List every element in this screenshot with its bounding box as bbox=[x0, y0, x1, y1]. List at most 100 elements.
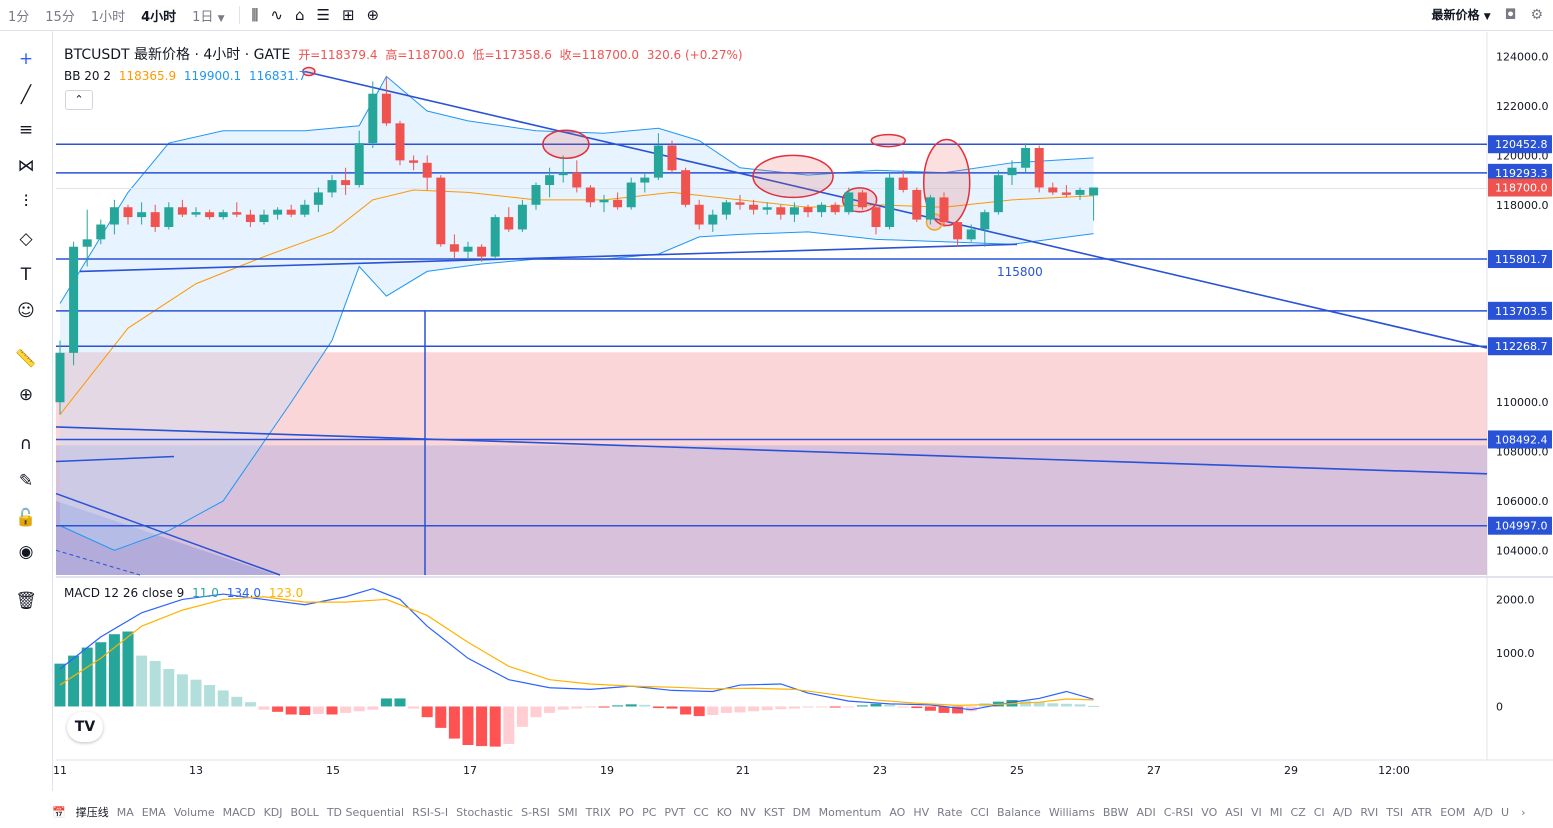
macd-histogram-bar bbox=[68, 655, 80, 707]
zoom-icon[interactable]: ⊕ bbox=[18, 385, 34, 405]
candles-icon[interactable]: ⫼ bbox=[251, 6, 259, 24]
indicator-item[interactable]: TSI bbox=[1386, 806, 1404, 819]
macd-histogram-bar bbox=[380, 698, 392, 707]
macd-histogram-bar bbox=[176, 674, 188, 707]
time-tick-label: 23 bbox=[873, 764, 887, 777]
indicator-item[interactable]: Momentum bbox=[818, 806, 882, 819]
list-icon[interactable]: ☰ bbox=[316, 6, 330, 24]
indicator-item[interactable]: HV bbox=[913, 806, 930, 819]
macd-histogram-bar bbox=[163, 669, 175, 707]
indicator-item[interactable]: VI bbox=[1251, 806, 1262, 819]
bb-lower-line bbox=[59, 231, 1094, 551]
indicator-item[interactable]: Balance bbox=[996, 806, 1041, 819]
indicator-item[interactable]: PVT bbox=[664, 806, 686, 819]
price-label-box bbox=[1488, 163, 1552, 182]
add-icon[interactable]: ⊕ bbox=[366, 6, 380, 24]
indicator-item[interactable]: A/D bbox=[1332, 806, 1353, 819]
text-icon[interactable]: T bbox=[20, 265, 32, 285]
indicator-item[interactable]: TD Sequential bbox=[326, 806, 405, 819]
camera-icon[interactable]: ◘ bbox=[1504, 6, 1517, 23]
candle bbox=[205, 209, 215, 220]
settings-icon[interactable]: ⚙ bbox=[1530, 6, 1543, 23]
trash-icon[interactable]: 🗑 bbox=[15, 591, 37, 611]
indicator-item[interactable]: BBW bbox=[1102, 806, 1129, 819]
indicator-item[interactable]: SMI bbox=[557, 806, 578, 819]
eye-icon[interactable]: ◉ bbox=[18, 542, 34, 562]
indicator-item[interactable]: Williams bbox=[1048, 806, 1095, 819]
highlight-range bbox=[752, 154, 834, 199]
projection-icon[interactable]: ⫶ bbox=[23, 192, 29, 212]
macd-tick-label: 1000.0 bbox=[1496, 647, 1535, 660]
candle-body bbox=[109, 207, 119, 225]
interval-1h[interactable]: 1小时 bbox=[90, 9, 126, 25]
candle-body bbox=[898, 177, 908, 190]
indicator-item[interactable]: ASI bbox=[1225, 806, 1243, 819]
crosshair-icon[interactable]: + bbox=[18, 49, 34, 69]
candle bbox=[273, 207, 283, 220]
indicator-item[interactable]: Rate bbox=[937, 806, 963, 819]
chevron-right-icon[interactable]: › bbox=[1521, 805, 1526, 819]
candle bbox=[422, 155, 432, 190]
indicator-item[interactable]: ADI bbox=[1136, 806, 1156, 819]
indicator-item[interactable]: KDJ bbox=[263, 806, 283, 819]
indicator-item[interactable]: VO bbox=[1201, 806, 1218, 819]
indicator-item[interactable]: CI bbox=[1313, 806, 1325, 819]
indicator-item[interactable]: PO bbox=[618, 806, 635, 819]
indicator-item[interactable]: CZ bbox=[1290, 806, 1306, 819]
lower-shade bbox=[56, 500, 276, 575]
emoji-icon[interactable]: ☺ bbox=[17, 301, 35, 321]
indicator-item[interactable]: MI bbox=[1269, 806, 1283, 819]
indicator-item[interactable]: RVI bbox=[1360, 806, 1379, 819]
indicator-item[interactable]: C-RSI bbox=[1163, 806, 1194, 819]
indicator-item[interactable]: TRIX bbox=[585, 806, 611, 819]
candle bbox=[1021, 143, 1031, 173]
indicator-item[interactable]: KO bbox=[716, 806, 732, 819]
indicator-item[interactable]: U bbox=[1501, 806, 1510, 819]
interval-15m[interactable]: 15分 bbox=[45, 9, 75, 25]
indicator-item[interactable]: 撑压线 bbox=[75, 806, 109, 819]
ohlc-open: 开=118379.4 bbox=[298, 48, 378, 62]
ruler-icon[interactable]: 📏 bbox=[15, 349, 37, 369]
indicator-item[interactable]: EOM bbox=[1440, 806, 1466, 819]
collapse-legend-button[interactable]: ⌃ bbox=[65, 90, 93, 110]
indicator-item[interactable]: BOLL bbox=[290, 806, 319, 819]
magnet-icon[interactable]: ∩ bbox=[19, 434, 33, 454]
indicator-item[interactable]: NV bbox=[739, 806, 756, 819]
time-tick-label: 13 bbox=[189, 764, 203, 777]
trendline-icon[interactable]: ╱ bbox=[20, 85, 32, 105]
indicator-item[interactable]: CC bbox=[693, 806, 709, 819]
chevron-down-icon: ▼ bbox=[1483, 12, 1491, 22]
indicator-item[interactable]: Stochastic bbox=[456, 806, 514, 819]
indicator-item[interactable]: ATR bbox=[1411, 806, 1433, 819]
price-mode-select[interactable]: 最新价格 ▼ bbox=[1432, 6, 1491, 23]
lock-icon[interactable]: 🔓 bbox=[15, 508, 37, 528]
indicator-item[interactable]: S-RSI bbox=[521, 806, 550, 819]
indicator-item[interactable]: A/D bbox=[1473, 806, 1494, 819]
macd-histogram-bar bbox=[734, 706, 746, 713]
layout-icon[interactable]: ⊞ bbox=[341, 6, 355, 24]
interval-1m[interactable]: 1分 bbox=[8, 9, 30, 25]
indicator-item[interactable]: Volume bbox=[173, 806, 215, 819]
indicator-item[interactable]: RSI-S-I bbox=[412, 806, 449, 819]
indicator-item[interactable]: DM bbox=[792, 806, 811, 819]
fib-icon[interactable]: ≡ bbox=[18, 120, 34, 140]
brush-icon[interactable]: ◇ bbox=[19, 229, 33, 249]
indicator-item[interactable]: AO bbox=[889, 806, 906, 819]
interval-1d[interactable]: 1日 ▼ bbox=[184, 6, 232, 25]
interval-4h[interactable]: 4小时 bbox=[141, 9, 177, 25]
indicators-icon[interactable]: ∿ bbox=[270, 6, 283, 24]
indicator-item[interactable]: MA bbox=[116, 806, 134, 819]
pattern-icon[interactable]: ⋈ bbox=[17, 156, 35, 176]
indicator-item[interactable]: CCI bbox=[970, 806, 989, 819]
indicator-item[interactable]: EMA bbox=[141, 806, 166, 819]
candle-body bbox=[1048, 187, 1058, 193]
lock-draw-icon[interactable]: ✎ bbox=[18, 471, 34, 491]
macd-histogram-bar bbox=[952, 706, 964, 714]
indicator-item[interactable]: MACD bbox=[222, 806, 256, 819]
indicator-item[interactable]: PC bbox=[642, 806, 657, 819]
indicator-item[interactable]: KST bbox=[763, 806, 785, 819]
calendar-icon[interactable]: 📅 bbox=[52, 805, 66, 819]
template-icon[interactable]: ⌂ bbox=[294, 6, 305, 24]
tradingview-logo[interactable]: TV bbox=[67, 712, 103, 742]
